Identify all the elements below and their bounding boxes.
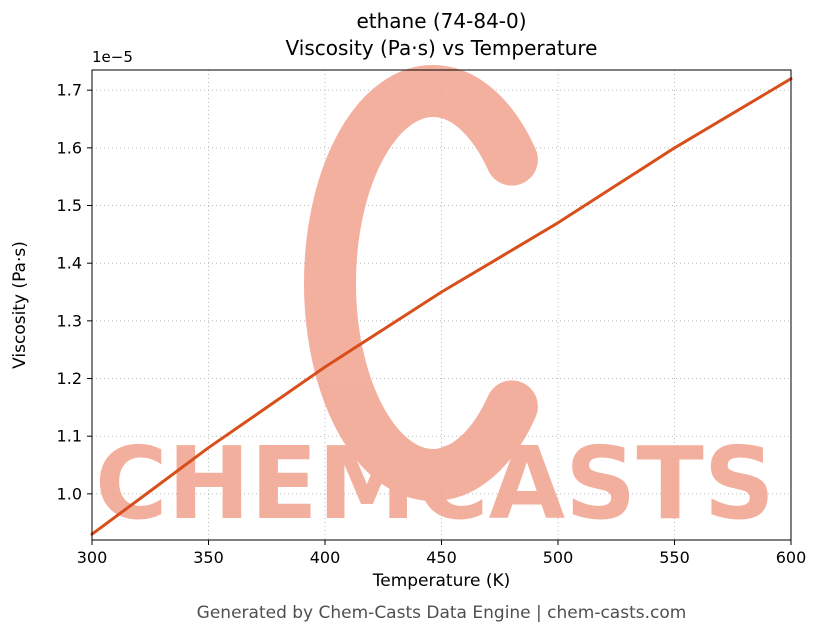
y-tick-label: 1.6 <box>57 138 82 157</box>
x-tick-label: 450 <box>426 548 457 567</box>
x-tick-label: 550 <box>659 548 690 567</box>
tick-labels: 300 350 400 450 500 550 600 1.0 1.1 1.2 1.3 1.4 1.5 1… <box>57 81 807 567</box>
y-tick-label: 1.4 <box>57 254 82 273</box>
chart-title-line1: ethane (74-84-0) <box>356 9 527 33</box>
footer-credit: Generated by Chem-Casts Data Engine | ch… <box>196 603 687 623</box>
y-axis-label: Viscosity (Pa·s) <box>10 241 30 369</box>
y-tick-label: 1.5 <box>57 196 82 215</box>
watermark: CHEMCASTS <box>95 65 775 542</box>
viscosity-line-series <box>90 77 793 536</box>
chart-title: ethane (74-84-0) Viscosity (Pa·s) vs Tem… <box>92 8 791 62</box>
y-offset-label: 1e−5 <box>92 48 133 66</box>
y-tick-label: 1.3 <box>57 311 82 330</box>
x-tick-label: 500 <box>543 548 574 567</box>
y-tick-label: 1.1 <box>57 427 82 446</box>
watermark-text: CHEMCASTS <box>95 425 775 542</box>
x-tick-label: 600 <box>776 548 807 567</box>
gridlines <box>91 70 792 540</box>
y-tick-label: 1.0 <box>57 484 82 503</box>
y-tick-label: 1.7 <box>57 81 82 100</box>
chart-title-line2: Viscosity (Pa·s) vs Temperature <box>285 36 598 60</box>
y-tick-label: 1.2 <box>57 369 82 388</box>
tick-marks <box>87 89 792 545</box>
x-tick-label: 350 <box>193 548 224 567</box>
x-tick-label: 400 <box>310 548 341 567</box>
watermark-logo-c-icon <box>303 65 538 501</box>
x-axis-label: Temperature (K) <box>372 571 511 591</box>
x-tick-label: 300 <box>77 548 108 567</box>
